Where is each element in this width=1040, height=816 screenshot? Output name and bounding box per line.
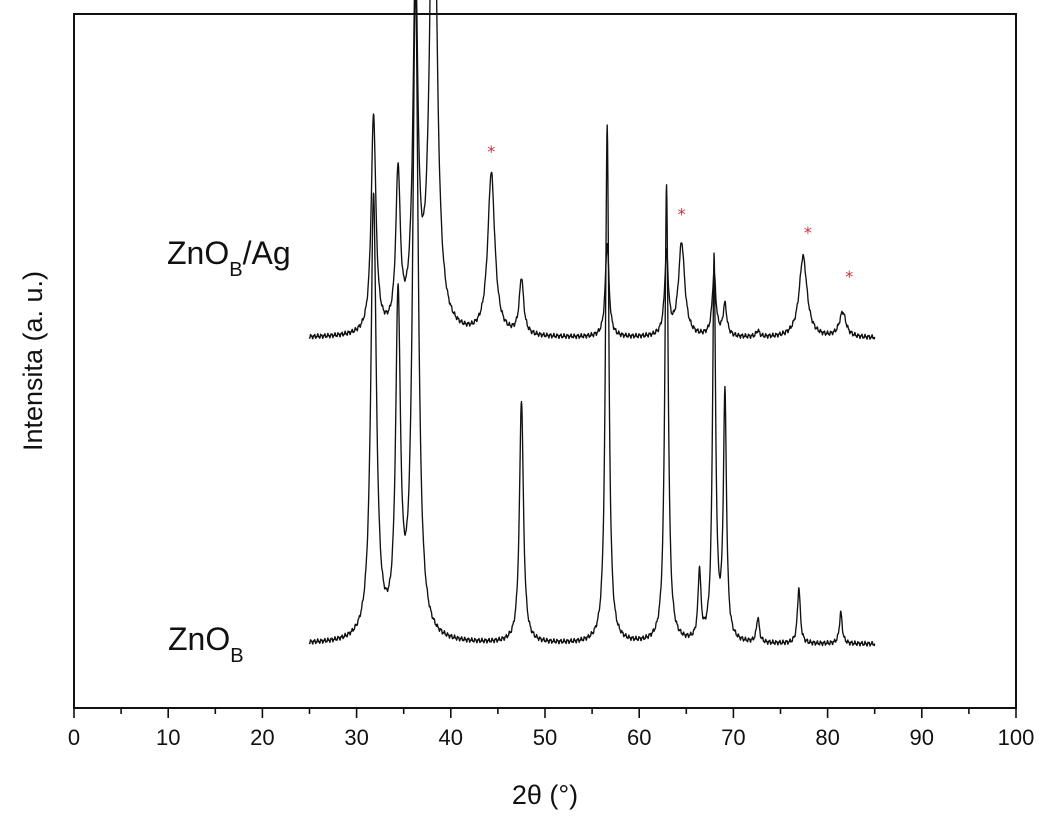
x-tick-label-80: 80 bbox=[815, 725, 839, 750]
plot-frame bbox=[73, 13, 1017, 709]
x-tick-label-90: 90 bbox=[910, 725, 934, 750]
peak-star-marker-2: * bbox=[487, 142, 495, 161]
x-tick-label-50: 50 bbox=[533, 725, 557, 750]
zno-b-series-label: ZnOB bbox=[168, 621, 244, 667]
peak-star-marker-5: * bbox=[845, 267, 853, 286]
x-tick-label-60: 60 bbox=[627, 725, 651, 750]
x-tick-label-30: 30 bbox=[344, 725, 368, 750]
x-tick-label-20: 20 bbox=[250, 725, 274, 750]
series-label-subscript: B bbox=[229, 259, 242, 281]
peak-star-marker-3: * bbox=[678, 204, 686, 223]
zno-b-ag-series-label: ZnOB/Ag bbox=[167, 235, 291, 281]
zno-b-series-line bbox=[308, 0, 876, 647]
x-axis-title: 2θ (°) bbox=[512, 780, 578, 810]
x-tick-label-0: 0 bbox=[68, 725, 80, 750]
peak-star-marker-4: * bbox=[804, 223, 812, 242]
x-axis-tick-labels: 0 10 20 30 40 50 60 70 80 90 100 bbox=[68, 725, 1034, 750]
x-tick-label-10: 10 bbox=[156, 725, 180, 750]
peak-annotations: ***** bbox=[487, 142, 853, 286]
series-label-suffix: /Ag bbox=[243, 235, 291, 271]
zno-b-ag-series-line bbox=[308, 0, 876, 340]
series-label-base: ZnO bbox=[167, 235, 229, 271]
x-tick-label-40: 40 bbox=[439, 725, 463, 750]
y-axis-title: Intensita (a. u.) bbox=[18, 271, 48, 451]
series-label-base: ZnO bbox=[168, 621, 230, 657]
x-axis-ticks bbox=[73, 708, 1017, 718]
series-lines bbox=[308, 0, 876, 647]
x-tick-label-100: 100 bbox=[998, 725, 1035, 750]
series-label-subscript: B bbox=[230, 645, 243, 667]
x-tick-label-70: 70 bbox=[721, 725, 745, 750]
